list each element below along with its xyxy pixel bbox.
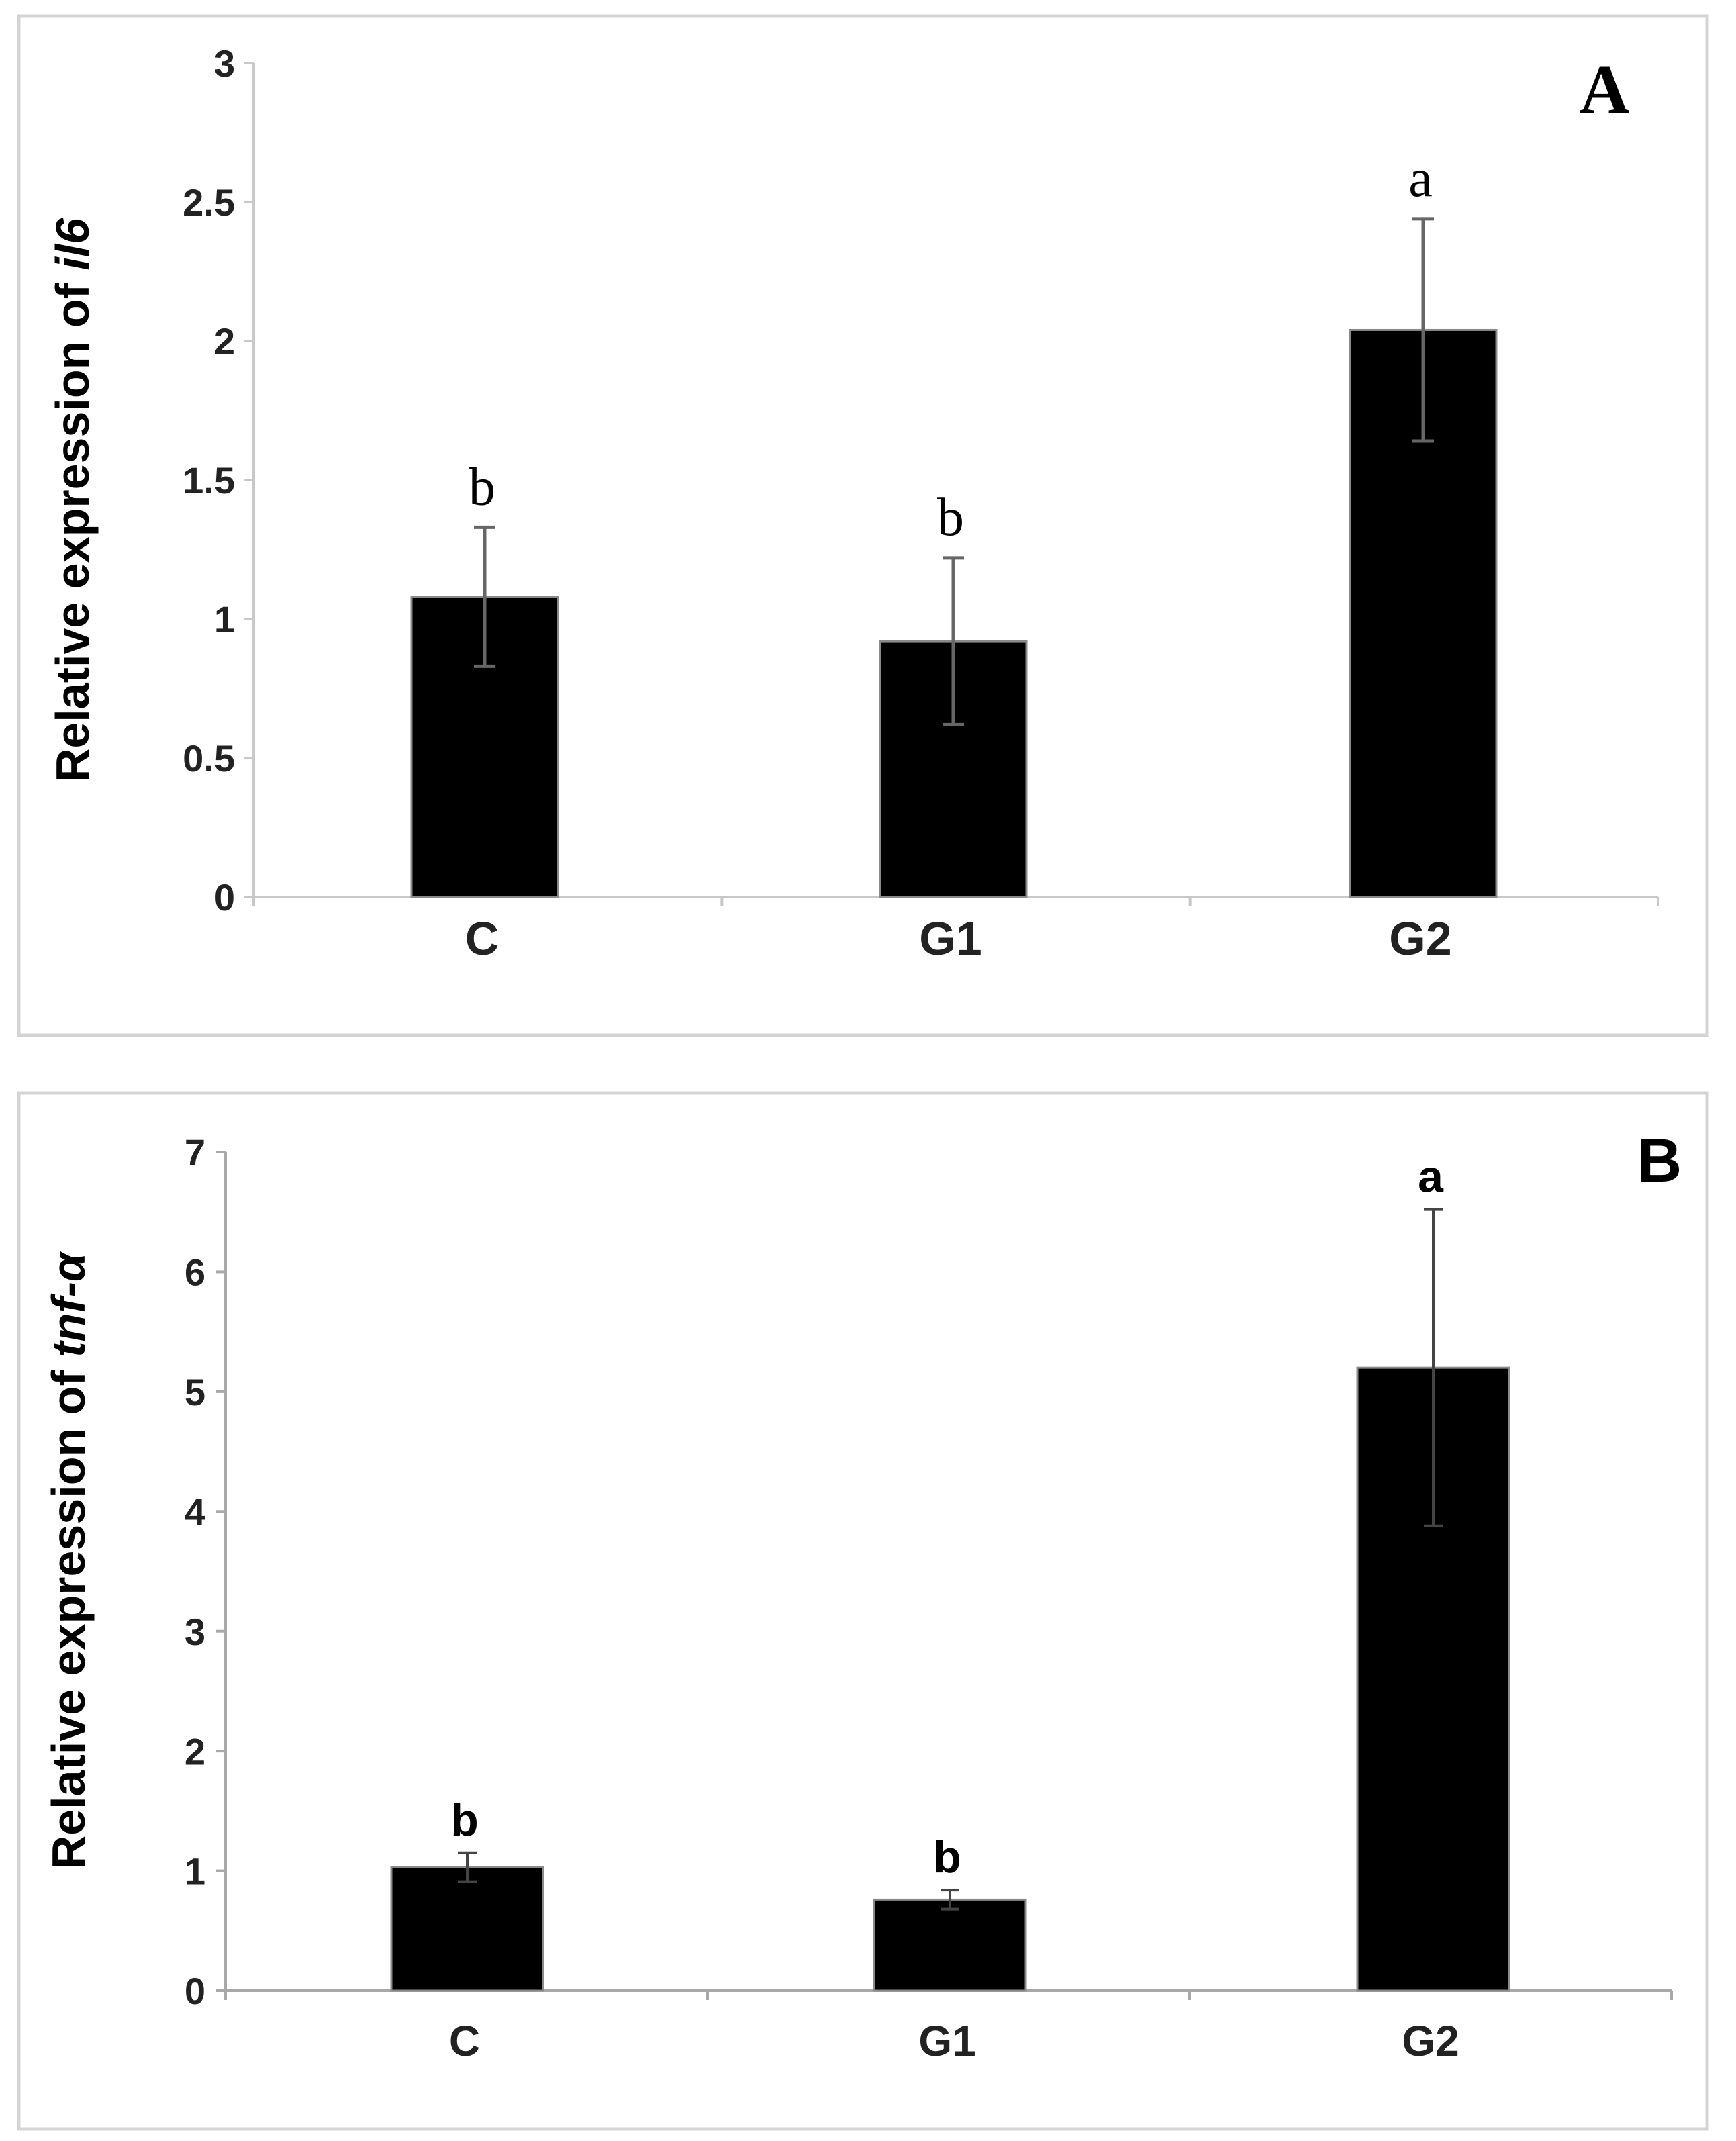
y-tick-label: 6 (185, 1251, 205, 1294)
panel-label-a: A (1579, 51, 1629, 128)
y-tick-label: 0 (214, 876, 235, 918)
x-category-label: G1 (918, 2017, 975, 2065)
y-tick-label: 3 (185, 1611, 205, 1653)
chart-tnf: B Relative expression of tnf-α 0 1 2 3 4 5 6 7 b… (42, 1127, 1682, 2065)
y-axis-label-b-gene: tnf-α (42, 1251, 95, 1358)
y-tick-label: 0 (185, 1970, 205, 2012)
bar (873, 1898, 1027, 1992)
x-category-label: C (449, 2017, 480, 2065)
y-tick-label: 1 (185, 1850, 205, 1893)
panel-label-b: B (1637, 1127, 1682, 1195)
significance-letter: b (469, 457, 495, 516)
y-axis-label-a-prefix: Relative expression of (46, 271, 99, 783)
x-category-label: G2 (1389, 912, 1451, 965)
significance-letter: a (1408, 149, 1433, 208)
x-category-label: C (465, 912, 499, 965)
y-axis-label-a: Relative expression of il6 (46, 218, 99, 782)
y-tick-label: 3 (214, 42, 235, 85)
y-tick-label: 7 (185, 1131, 205, 1174)
plot-area-b: 0 1 2 3 4 5 6 7 b Cb G1 a G2 (185, 1131, 1673, 2065)
significance-letter: a (1418, 1151, 1444, 1202)
y-tick-label: 2 (185, 1730, 205, 1772)
significance-letter: b (450, 1795, 479, 1846)
y-axis-label-b-prefix: Relative expression of (42, 1358, 95, 1870)
x-category-label: G1 (919, 912, 981, 965)
bar (390, 1866, 544, 1992)
chart-il6: A Relative expression of il6 0 0.5 1 1.5 2 2.… (46, 42, 1659, 965)
y-tick-label: 0.5 (183, 737, 235, 779)
plot-area-a: 0 0.5 1 1.5 2 2.5 3 b Cb G1 a G2 (183, 42, 1659, 965)
y-tick-label: 5 (185, 1371, 205, 1413)
x-category-label: G2 (1402, 2017, 1459, 2065)
y-axis-label-a-gene: il6 (46, 218, 99, 271)
significance-letter: b (933, 1831, 961, 1883)
y-axis-label-b: Relative expression of tnf-α (42, 1251, 95, 1869)
y-tick-label: 1 (214, 598, 235, 640)
significance-letter: b (937, 488, 964, 547)
y-tick-label: 4 (185, 1490, 205, 1533)
y-tick-label: 2.5 (183, 181, 235, 224)
y-tick-label: 2 (214, 320, 235, 363)
y-tick-label: 1.5 (183, 459, 235, 502)
